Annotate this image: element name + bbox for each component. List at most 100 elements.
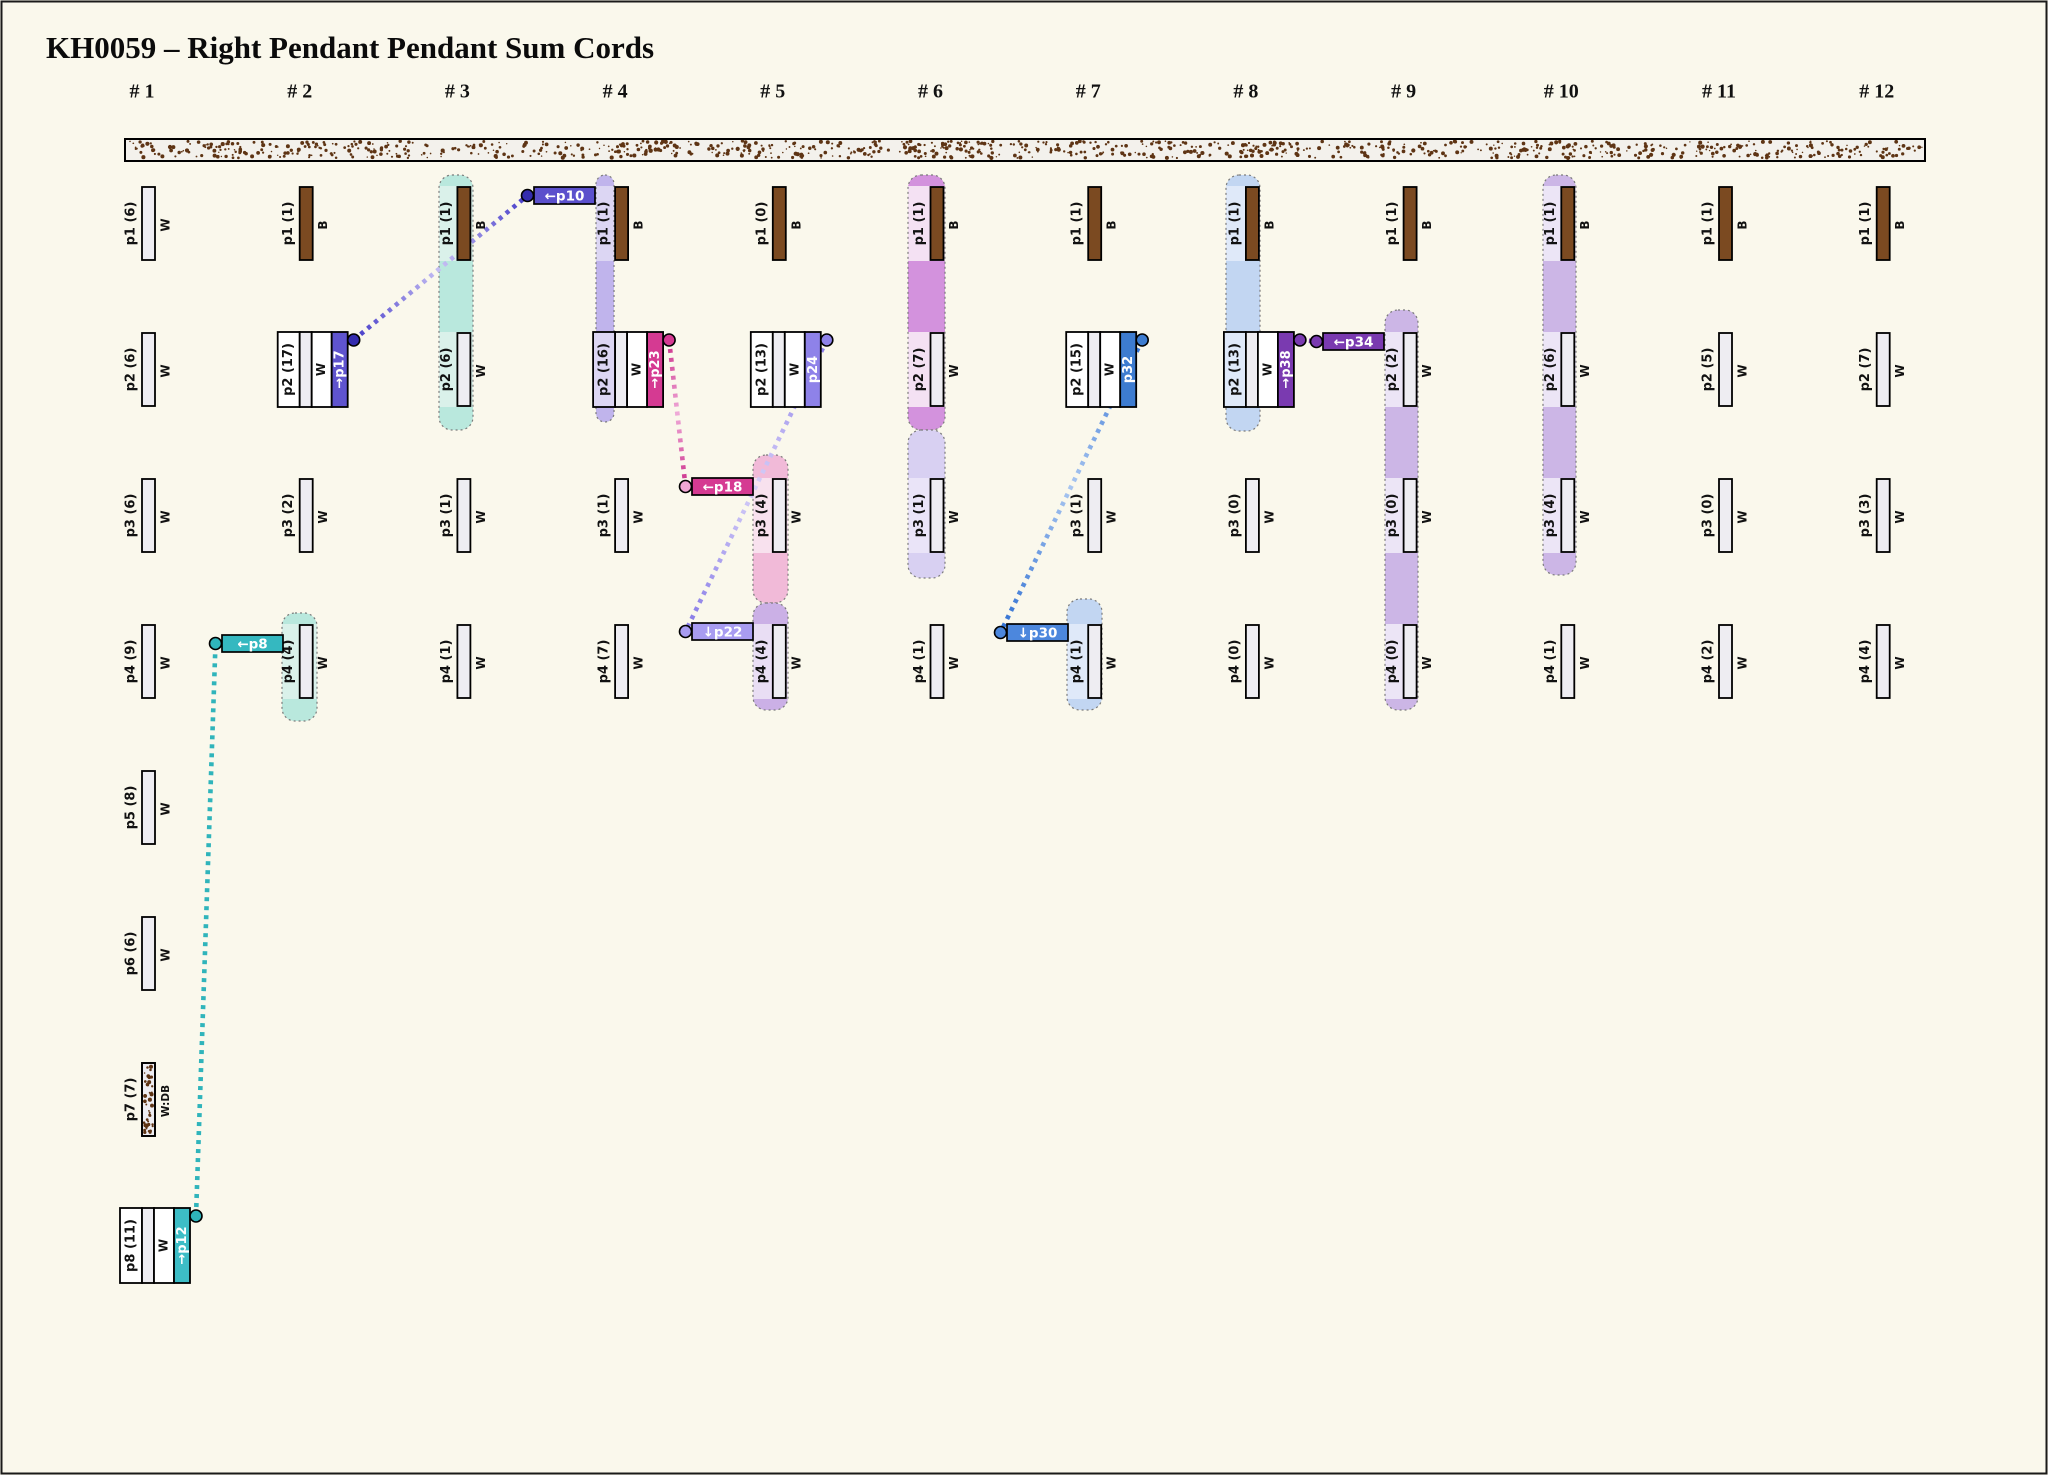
speckle-dot <box>289 148 293 152</box>
pendant-label: p5 (8) <box>124 786 139 830</box>
speckle-dot <box>1753 152 1758 157</box>
speckle-dot <box>853 150 856 154</box>
speckle-dot <box>596 141 599 144</box>
speckle-dot <box>607 145 610 148</box>
speckle-dot <box>157 152 161 156</box>
speckle-dot <box>1239 149 1243 154</box>
pendant-label: p4 (1) <box>439 640 454 684</box>
speckle-dot <box>1626 150 1628 152</box>
pendant-label: p3 (3) <box>1858 494 1873 538</box>
speckle-dot <box>1606 152 1609 155</box>
speckle-dot <box>1646 154 1651 159</box>
speckle-dot <box>1663 146 1666 149</box>
speckle-dot <box>1378 146 1381 149</box>
speckle-dot <box>1786 146 1791 151</box>
connector-line-p8 <box>193 643 218 1217</box>
speckle-dot <box>1195 146 1197 148</box>
speckle-dot <box>665 141 667 143</box>
cord-color-code: B <box>789 220 803 229</box>
speckle-dot <box>1295 153 1300 158</box>
speckle-dot <box>148 1114 151 1117</box>
pendant-label: p1 (1) <box>281 202 296 246</box>
speckle-dot <box>1633 153 1638 157</box>
speckle-dot <box>521 149 525 154</box>
speckle-dot <box>1217 142 1220 145</box>
cord-color-code: B <box>947 220 961 229</box>
speckle-dot <box>529 154 532 157</box>
speckle-dot <box>969 148 971 151</box>
speckle-dot <box>747 148 752 153</box>
speckle-dot <box>740 140 745 143</box>
speckle-dot <box>274 144 278 149</box>
speckle-dot <box>731 147 734 150</box>
speckle-dot <box>717 151 721 155</box>
speckle-dot <box>1884 147 1888 152</box>
pendant-bar <box>456 478 472 553</box>
speckle-dot <box>868 146 872 149</box>
column-header-5: # 5 <box>760 81 785 103</box>
speckle-dot <box>202 144 206 148</box>
speckle-dot <box>907 149 912 154</box>
speckle-dot <box>743 144 747 148</box>
cord-color-code: B <box>632 220 646 229</box>
band-outline <box>595 174 615 423</box>
speckle-dot <box>1917 145 1922 150</box>
speckle-dot <box>1179 144 1182 147</box>
speckle-dot <box>648 144 652 149</box>
speckle-dot <box>1199 153 1202 157</box>
pendant-bar <box>1245 478 1260 553</box>
pendant-c3-p1: p1 (1) B <box>439 186 488 261</box>
speckle-dot <box>1713 147 1716 150</box>
pendant-label: p3 (6) <box>124 494 139 538</box>
band-outline <box>438 174 474 431</box>
speckle-dot <box>151 1123 154 1126</box>
speckle-dot <box>143 1100 145 1103</box>
pendant-bar <box>771 186 787 261</box>
speckle-dot <box>141 143 145 147</box>
speckle-dot <box>169 148 173 153</box>
pendant-bar <box>1560 186 1576 261</box>
pendant-bar <box>1402 186 1418 261</box>
speckle-dot <box>811 145 816 149</box>
speckle-dot <box>1042 141 1045 144</box>
speckle-dot <box>1651 147 1655 152</box>
pendant-label: p8 (11) <box>124 1219 139 1272</box>
speckle-dot <box>1441 151 1445 156</box>
speckle-dot <box>1732 148 1737 153</box>
speckle-dot <box>354 142 358 146</box>
speckle-dot <box>148 1091 151 1094</box>
speckle-dot <box>1190 145 1194 148</box>
speckle-dot <box>244 151 248 156</box>
pendant-bar <box>456 186 472 261</box>
speckle-dot <box>353 140 356 143</box>
speckle-dot <box>648 148 653 153</box>
speckle-dot <box>237 156 240 160</box>
speckle-dot <box>666 145 669 148</box>
cord-color-code: W <box>159 656 173 669</box>
pendant-c11-p3: p3 (0) W <box>1701 478 1750 553</box>
speckle-dot <box>879 146 883 150</box>
speckle-dot <box>1248 148 1253 153</box>
pendant-bar <box>1875 624 1891 699</box>
speckle-dot <box>918 143 922 147</box>
speckle-dot <box>1164 140 1167 142</box>
cord-color-code: B <box>1736 220 1750 229</box>
pendant-bar <box>929 332 945 407</box>
speckle-dot <box>149 1068 152 1072</box>
speckle-dot <box>948 144 952 148</box>
pendant-bar <box>1560 332 1576 407</box>
speckle-dot <box>1381 147 1385 151</box>
speckle-dot <box>801 154 805 158</box>
speckle-dot <box>270 150 273 153</box>
speckle-dot <box>1270 149 1272 152</box>
speckle-dot <box>1455 150 1460 155</box>
speckle-dot <box>1095 154 1099 158</box>
speckle-dot <box>1695 150 1698 152</box>
connector-label: ←p34 <box>1334 334 1374 350</box>
connector-dot-source <box>346 333 361 347</box>
speckle-dot <box>1700 144 1705 149</box>
speckle-dot <box>991 140 995 144</box>
speckle-dot <box>1894 140 1899 144</box>
speckle-dot <box>564 141 567 144</box>
pendant-label: p4 (1) <box>912 640 927 684</box>
